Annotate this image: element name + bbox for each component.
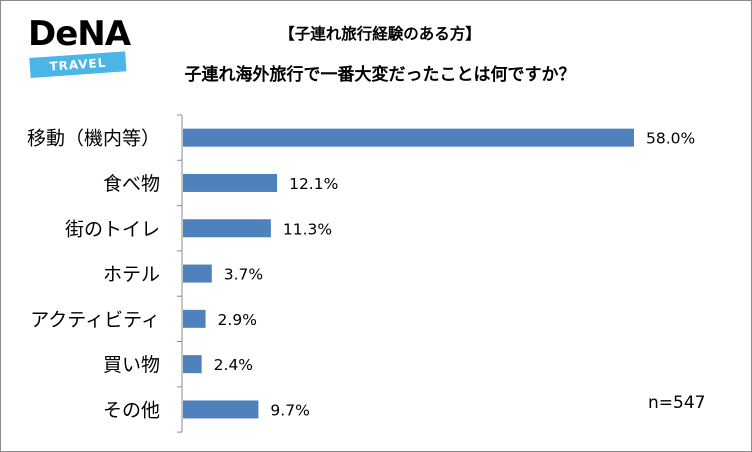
category-label: その他 (103, 399, 160, 421)
bar (183, 128, 634, 147)
value-label: 3.7% (224, 266, 263, 284)
dena-travel-logo: DeNA TRAVEL (28, 14, 138, 86)
value-label: 2.4% (214, 356, 253, 374)
bar (183, 400, 259, 419)
category-label: 街のトイレ (65, 218, 160, 240)
category-label: 移動（機内等） (27, 128, 160, 150)
sample-size-note: n=547 (648, 393, 706, 413)
bar (183, 355, 202, 374)
category-label: 買い物 (103, 354, 160, 376)
value-label: 2.9% (218, 311, 257, 329)
category-label: アクティビティ (30, 309, 160, 331)
value-label: 11.3% (283, 220, 332, 238)
category-label: ホテル (103, 264, 160, 286)
bar (183, 173, 278, 192)
value-label: 9.7% (270, 401, 309, 419)
value-label: 12.1% (289, 175, 338, 193)
bar (183, 219, 271, 238)
bar (183, 264, 212, 283)
chart-title-line1: 【子連れ旅行経験のある方】 (279, 25, 481, 43)
category-label: 食べ物 (103, 173, 160, 195)
logo-wordmark: DeNA (28, 14, 131, 54)
value-label: 58.0% (646, 130, 695, 148)
bar (183, 309, 206, 328)
chart-title-line2: 子連れ海外旅行で一番大変だったことは何ですか？ (184, 65, 576, 85)
